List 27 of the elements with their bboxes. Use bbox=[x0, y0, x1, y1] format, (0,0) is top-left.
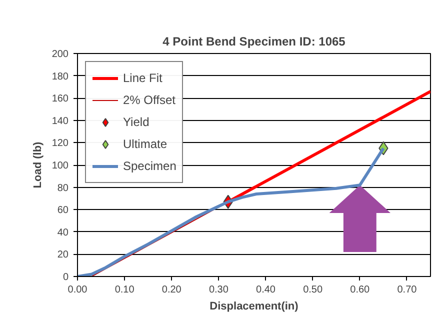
y-tick-label: 160 bbox=[52, 94, 69, 105]
y-tick-label: 80 bbox=[57, 182, 69, 194]
y-tick-label: 120 bbox=[52, 138, 69, 150]
legend-label: Specimen bbox=[123, 159, 176, 173]
x-tick-label: 0.50 bbox=[303, 284, 324, 296]
x-tick-label: 0.30 bbox=[208, 284, 229, 296]
x-tick-label: 0.40 bbox=[256, 284, 276, 296]
x-tick-label: 0.00 bbox=[68, 284, 88, 296]
legend-label: 2% Offset bbox=[123, 93, 176, 107]
y-axis-title: Load (lb) bbox=[32, 141, 44, 188]
y-tick-label: 0 bbox=[62, 272, 69, 283]
y-tick-label: 20 bbox=[57, 250, 69, 261]
chart-title: 4 Point Bend Specimen ID: 1065 bbox=[162, 34, 346, 48]
x-tick-label: 0.70 bbox=[397, 284, 418, 296]
legend-label: Ultimate bbox=[123, 137, 168, 151]
legend-label: Yield bbox=[123, 115, 150, 129]
x-axis-title: Displacement(in) bbox=[210, 300, 299, 312]
y-tick-label: 200 bbox=[52, 49, 69, 60]
y-tick-label: 140 bbox=[52, 116, 69, 127]
legend-label: Line Fit bbox=[123, 71, 162, 85]
y-tick-label: 60 bbox=[57, 205, 69, 216]
x-tick-label: 0.10 bbox=[114, 284, 135, 296]
x-tick-label: 0.60 bbox=[350, 284, 370, 296]
y-tick-label: 100 bbox=[52, 160, 69, 172]
x-tick-label: 0.20 bbox=[162, 284, 182, 296]
y-tick-label: 40 bbox=[57, 227, 69, 238]
y-tick-label: 180 bbox=[52, 71, 69, 82]
